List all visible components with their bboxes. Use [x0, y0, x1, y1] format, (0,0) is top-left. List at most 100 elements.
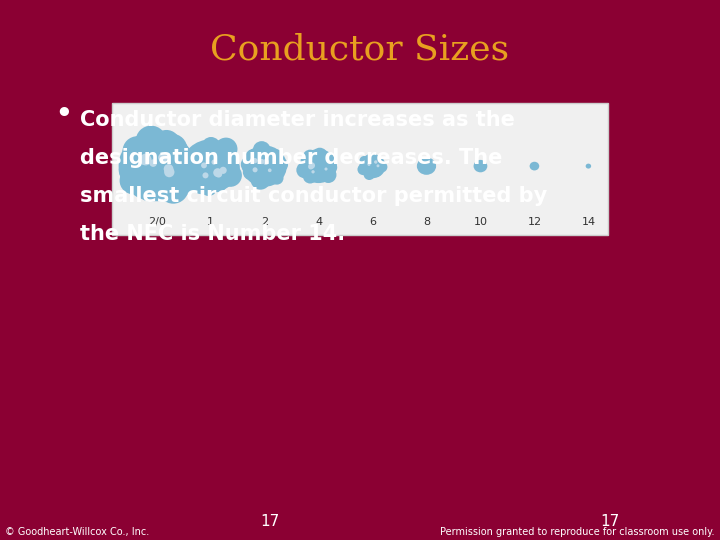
Circle shape — [194, 143, 211, 160]
Text: Conductor Sizes: Conductor Sizes — [210, 33, 510, 67]
Circle shape — [158, 173, 189, 204]
Text: 12: 12 — [527, 217, 541, 227]
Circle shape — [243, 164, 259, 180]
Circle shape — [377, 164, 379, 167]
Circle shape — [320, 153, 333, 166]
Circle shape — [213, 168, 222, 177]
Ellipse shape — [417, 157, 436, 175]
Circle shape — [268, 168, 271, 172]
Text: 17: 17 — [261, 515, 279, 530]
Circle shape — [156, 134, 187, 165]
Circle shape — [303, 169, 318, 184]
Circle shape — [366, 154, 376, 164]
Circle shape — [215, 138, 238, 160]
Circle shape — [325, 167, 328, 171]
Text: 2: 2 — [261, 217, 268, 227]
Circle shape — [119, 158, 144, 183]
Ellipse shape — [119, 131, 194, 201]
Circle shape — [135, 126, 166, 157]
Circle shape — [251, 170, 271, 190]
Circle shape — [222, 159, 240, 177]
Text: the NEC is Number 14.: the NEC is Number 14. — [80, 224, 345, 244]
Text: 14: 14 — [581, 217, 595, 227]
Text: 10: 10 — [474, 217, 487, 227]
Circle shape — [191, 173, 212, 194]
Ellipse shape — [242, 145, 287, 187]
Circle shape — [317, 171, 327, 181]
Circle shape — [312, 148, 328, 164]
Circle shape — [270, 171, 284, 185]
Circle shape — [166, 154, 197, 186]
Circle shape — [259, 147, 273, 161]
Circle shape — [202, 137, 220, 156]
Circle shape — [220, 148, 236, 165]
Circle shape — [308, 164, 313, 170]
Circle shape — [268, 149, 284, 165]
Circle shape — [184, 168, 202, 185]
Circle shape — [311, 170, 315, 173]
Circle shape — [153, 130, 181, 158]
Circle shape — [320, 167, 336, 183]
Circle shape — [149, 159, 157, 167]
Circle shape — [140, 157, 148, 165]
Circle shape — [253, 141, 271, 159]
Circle shape — [302, 150, 318, 164]
Circle shape — [259, 159, 264, 164]
Circle shape — [163, 164, 174, 174]
Circle shape — [297, 162, 312, 178]
Circle shape — [220, 167, 227, 174]
Circle shape — [357, 164, 369, 175]
Ellipse shape — [474, 160, 487, 172]
Circle shape — [135, 172, 165, 201]
Circle shape — [300, 153, 315, 168]
Circle shape — [215, 171, 222, 178]
Circle shape — [201, 163, 207, 168]
Circle shape — [240, 156, 258, 173]
Circle shape — [212, 159, 217, 165]
Circle shape — [202, 172, 209, 178]
Circle shape — [374, 156, 381, 164]
Text: 17: 17 — [600, 515, 620, 530]
Ellipse shape — [585, 164, 591, 168]
Text: Permission granted to reproduce for classroom use only.: Permission granted to reproduce for clas… — [441, 527, 715, 537]
Circle shape — [263, 170, 277, 185]
Circle shape — [373, 168, 382, 177]
Circle shape — [275, 158, 288, 171]
Ellipse shape — [300, 149, 337, 183]
Circle shape — [359, 156, 369, 165]
Ellipse shape — [530, 162, 539, 171]
Ellipse shape — [181, 139, 240, 193]
Circle shape — [263, 159, 269, 165]
Text: 1: 1 — [207, 217, 214, 227]
Circle shape — [200, 179, 217, 196]
Circle shape — [122, 136, 152, 166]
Circle shape — [367, 163, 371, 166]
Text: 8: 8 — [423, 217, 430, 227]
Circle shape — [122, 147, 143, 168]
Circle shape — [253, 167, 258, 172]
Circle shape — [120, 167, 147, 194]
Text: Conductor diameter increases as the: Conductor diameter increases as the — [80, 110, 515, 130]
Text: designation number decreases. The: designation number decreases. The — [80, 148, 503, 168]
Circle shape — [162, 153, 169, 159]
Circle shape — [182, 154, 203, 176]
Circle shape — [377, 161, 387, 172]
Circle shape — [209, 173, 228, 192]
Circle shape — [129, 168, 159, 199]
Text: 2/0: 2/0 — [148, 217, 166, 227]
Circle shape — [308, 162, 315, 169]
Circle shape — [164, 167, 174, 177]
Circle shape — [374, 160, 377, 164]
Circle shape — [140, 154, 152, 165]
Text: smallest circuit conductor permitted by: smallest circuit conductor permitted by — [80, 186, 547, 206]
Text: © Goodheart-Willcox Co., Inc.: © Goodheart-Willcox Co., Inc. — [5, 527, 149, 537]
Text: 4: 4 — [315, 217, 322, 227]
Circle shape — [158, 153, 168, 162]
Text: 6: 6 — [369, 217, 376, 227]
Circle shape — [164, 143, 191, 170]
Circle shape — [252, 158, 258, 164]
Circle shape — [364, 168, 375, 180]
Circle shape — [245, 148, 263, 166]
Text: •: • — [55, 102, 72, 128]
Circle shape — [181, 150, 197, 166]
